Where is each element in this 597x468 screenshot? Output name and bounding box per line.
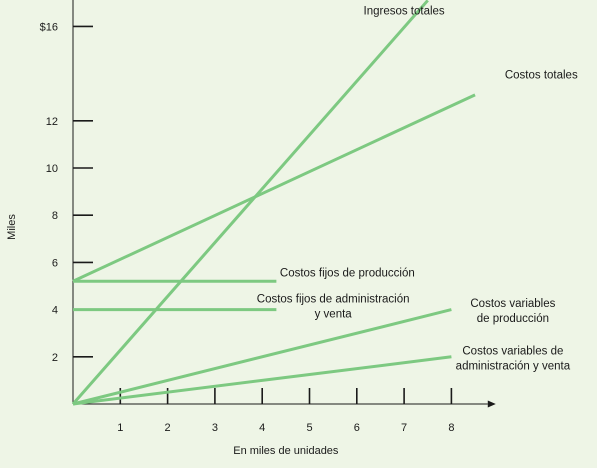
- series-label-costos-totales: Costos totales: [505, 69, 578, 81]
- series-label-ingresos-totales: Ingresos totales: [364, 6, 445, 18]
- x-tick-label: 6: [354, 422, 360, 434]
- y-tick-label: 6: [52, 257, 58, 269]
- series-lines: [71, 0, 476, 406]
- series-line-costos-totales: [72, 93, 476, 283]
- x-tick-label: 8: [448, 422, 454, 434]
- series-line-costos-variables-de-administracion-y-venta: [72, 355, 452, 406]
- series-label-costos-variables-de-administracion-y-venta: Costos variables de administración y vent…: [456, 345, 571, 372]
- x-tick-label: 4: [259, 422, 265, 434]
- x-tick-label: 5: [306, 422, 312, 434]
- series-label-costos-fijos-de-produccion: Costos fijos de producción: [280, 268, 415, 280]
- x-axis-title: En miles de unidades: [233, 445, 339, 457]
- series-label-costos-variables-de-produccion: Costos variables de producción: [470, 298, 555, 325]
- series-labels: Ingresos totales Costos totales Costos fij…: [257, 6, 578, 373]
- x-tick-label: 1: [117, 422, 123, 434]
- x-tick-label: 2: [165, 422, 171, 434]
- y-tick-label: 12: [46, 116, 58, 128]
- y-tick-label: 4: [52, 305, 58, 317]
- y-axis-title: Miles: [6, 214, 18, 240]
- axes: [72, 0, 496, 408]
- series-line-costos-variables-de-produccion: [72, 308, 452, 406]
- series-label-costos-fijos-de-administracion-y-venta: Costos fijos de administración y venta: [257, 294, 410, 321]
- x-tick-label: 3: [212, 422, 218, 434]
- x-axis-arrow-icon: [487, 400, 496, 408]
- y-tick-label: 8: [52, 210, 58, 222]
- series-line-ingresos-totales: [71, 0, 429, 405]
- y-tick-label: 10: [46, 163, 58, 175]
- y-tick-label: 2: [52, 352, 58, 364]
- y-tick-label: $16: [40, 21, 58, 33]
- x-tick-label: 7: [401, 422, 407, 434]
